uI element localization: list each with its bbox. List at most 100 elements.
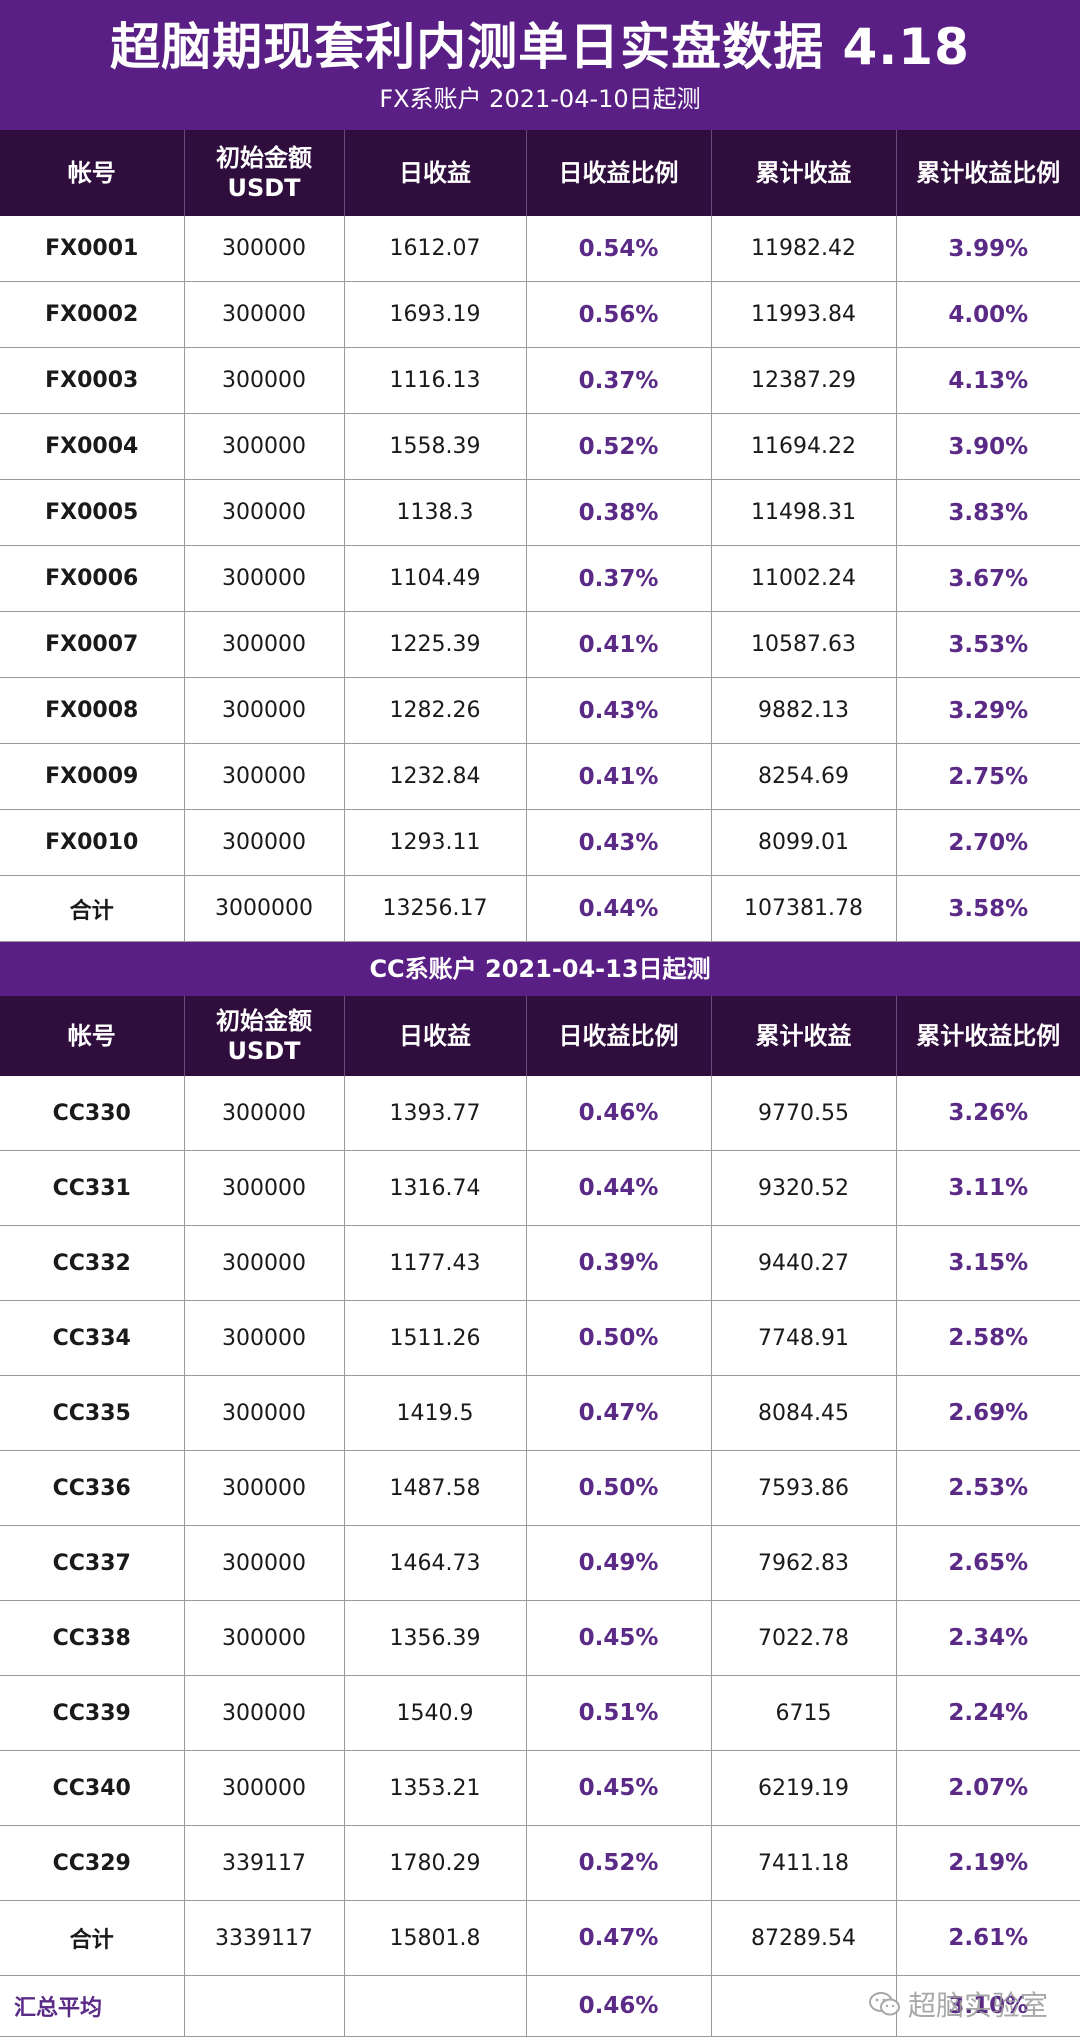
cell-cumulative-ratio: 2.69% <box>896 1375 1080 1451</box>
cell-cumulative-profit: 11498.31 <box>711 479 897 546</box>
column-header-initial-amount-text: 初始金额 USDT <box>216 144 312 202</box>
cell-initial-amount: 300000 <box>184 347 345 414</box>
table-row: FX0004 300000 1558.39 0.52% 11694.22 3.90% <box>0 413 1080 480</box>
table-row: CC331 300000 1316.74 0.44% 9320.52 3.11% <box>0 1150 1080 1226</box>
cell-daily-profit: 1419.5 <box>344 1375 527 1451</box>
cell-account: FX0007 <box>0 611 185 678</box>
cell-initial-amount: 300000 <box>184 281 345 348</box>
cell-cumulative-profit: 107381.78 <box>711 875 897 942</box>
cell-daily-ratio: 0.46% <box>526 1076 712 1151</box>
cell-account: FX0006 <box>0 545 185 612</box>
cell-initial-amount: 300000 <box>184 1375 345 1451</box>
cell-cumulative-profit: 7022.78 <box>711 1600 897 1676</box>
cell-cumulative-ratio: 3.99% <box>896 216 1080 282</box>
table-row: CC334 300000 1511.26 0.50% 7748.91 2.58% <box>0 1300 1080 1376</box>
cell-cumulative-ratio: 3.67% <box>896 545 1080 612</box>
summary-label: 汇总平均 <box>0 1975 185 2037</box>
cell-account: CC336 <box>0 1450 185 1526</box>
cell-daily-profit: 1558.39 <box>344 413 527 480</box>
table-row: CC339 300000 1540.9 0.51% 6715 2.24% <box>0 1675 1080 1751</box>
cell-daily-profit: 1104.49 <box>344 545 527 612</box>
cell-account: 合计 <box>0 875 185 942</box>
watermark: 超脑实验室 <box>868 1984 1048 2024</box>
cell-account: FX0005 <box>0 479 185 546</box>
cell-cumulative-ratio: 3.58% <box>896 875 1080 942</box>
cell-cumulative-ratio: 3.11% <box>896 1150 1080 1226</box>
cell-cumulative-ratio: 3.83% <box>896 479 1080 546</box>
cell-daily-profit: 1353.21 <box>344 1750 527 1826</box>
table-row: CC330 300000 1393.77 0.46% 9770.55 3.26% <box>0 1076 1080 1151</box>
cell-cumulative-ratio: 2.34% <box>896 1600 1080 1676</box>
cell-cumulative-ratio: 4.13% <box>896 347 1080 414</box>
cell-cumulative-profit: 11982.42 <box>711 216 897 282</box>
cell-cumulative-profit: 8099.01 <box>711 809 897 876</box>
cell-cumulative-profit: 7748.91 <box>711 1300 897 1376</box>
cell-cumulative-ratio: 2.58% <box>896 1300 1080 1376</box>
cell-account: FX0010 <box>0 809 185 876</box>
cell-daily-profit: 1116.13 <box>344 347 527 414</box>
cell-initial-amount: 300000 <box>184 479 345 546</box>
cell-daily-ratio: 0.43% <box>526 677 712 744</box>
column-header-daily-profit: 日收益 <box>344 130 527 216</box>
cell-cumulative-ratio: 2.75% <box>896 743 1080 810</box>
cell-cumulative-profit: 7411.18 <box>711 1825 897 1901</box>
cell-daily-ratio: 0.56% <box>526 281 712 348</box>
table-row: CC337 300000 1464.73 0.49% 7962.83 2.65% <box>0 1525 1080 1601</box>
fx-table-body: FX0001 300000 1612.07 0.54% 11982.42 3.99% FX0… <box>0 216 1080 942</box>
cell-initial-amount: 300000 <box>184 1750 345 1826</box>
cell-account: CC337 <box>0 1525 185 1601</box>
cell-initial-amount: 300000 <box>184 413 345 480</box>
cell-account: CC330 <box>0 1076 185 1151</box>
cell-cumulative-ratio: 2.65% <box>896 1525 1080 1601</box>
cell-cumulative-ratio: 2.70% <box>896 809 1080 876</box>
cell-cumulative-profit: 87289.54 <box>711 1900 897 1976</box>
cell-cumulative-ratio: 2.24% <box>896 1675 1080 1751</box>
table-row: FX0007 300000 1225.39 0.41% 10587.63 3.53% <box>0 611 1080 678</box>
cell-initial-amount: 300000 <box>184 1675 345 1751</box>
cell-account: FX0003 <box>0 347 185 414</box>
cell-cumulative-profit: 11694.22 <box>711 413 897 480</box>
table-row: 合计 3000000 13256.17 0.44% 107381.78 3.58% <box>0 875 1080 942</box>
cell-initial-amount: 300000 <box>184 1600 345 1676</box>
cell-initial-amount: 339117 <box>184 1825 345 1901</box>
cell-daily-ratio: 0.39% <box>526 1225 712 1301</box>
cell-cumulative-profit: 9882.13 <box>711 677 897 744</box>
cell-initial-amount: 300000 <box>184 743 345 810</box>
cell-daily-profit: 1282.26 <box>344 677 527 744</box>
column-header-daily-ratio: 日收益比例 <box>526 996 712 1076</box>
cell-cumulative-ratio: 2.61% <box>896 1900 1080 1976</box>
wechat-logo-icon <box>868 1992 900 2016</box>
cell-daily-profit: 1780.29 <box>344 1825 527 1901</box>
cell-cumulative-ratio: 2.53% <box>896 1450 1080 1526</box>
cell-cumulative-ratio: 2.19% <box>896 1825 1080 1901</box>
column-header-cumulative-profit: 累计收益 <box>711 996 897 1076</box>
cell-cumulative-ratio: 3.29% <box>896 677 1080 744</box>
cc-header-row: 帐号 初始金额 USDT 日收益 日收益比例 累计收益 累计收益比例 <box>0 996 1080 1076</box>
cell-cumulative-profit: 9320.52 <box>711 1150 897 1226</box>
cell-daily-profit: 1393.77 <box>344 1076 527 1151</box>
cell-initial-amount: 300000 <box>184 677 345 744</box>
page-title: 超脑期现套利内测单日实盘数据 4.18 <box>110 18 970 76</box>
cell-account: FX0008 <box>0 677 185 744</box>
cell-account: CC332 <box>0 1225 185 1301</box>
table-row: FX0006 300000 1104.49 0.37% 11002.24 3.67% <box>0 545 1080 612</box>
table-row: FX0009 300000 1232.84 0.41% 8254.69 2.75% <box>0 743 1080 810</box>
table-row: CC336 300000 1487.58 0.50% 7593.86 2.53% <box>0 1450 1080 1526</box>
column-header-daily-profit: 日收益 <box>344 996 527 1076</box>
cell-daily-ratio: 0.52% <box>526 413 712 480</box>
table-row: CC335 300000 1419.5 0.47% 8084.45 2.69% <box>0 1375 1080 1451</box>
page-header: 超脑期现套利内测单日实盘数据 4.18 FX系账户 2021-04-10日起测 <box>0 0 1080 130</box>
fx-header-row: 帐号 初始金额 USDT 日收益 日收益比例 累计收益 累计收益比例 <box>0 130 1080 216</box>
watermark-text: 超脑实验室 <box>907 1989 1048 2022</box>
cell-cumulative-profit: 11993.84 <box>711 281 897 348</box>
cell-cumulative-profit: 6219.19 <box>711 1750 897 1826</box>
cell-cumulative-ratio: 4.00% <box>896 281 1080 348</box>
table-row: FX0002 300000 1693.19 0.56% 11993.84 4.00% <box>0 281 1080 348</box>
cell-cumulative-profit: 12387.29 <box>711 347 897 414</box>
summary-daily-ratio: 0.46% <box>526 1975 712 2037</box>
cell-daily-ratio: 0.45% <box>526 1750 712 1826</box>
cell-cumulative-profit: 11002.24 <box>711 545 897 612</box>
cell-daily-ratio: 0.41% <box>526 611 712 678</box>
cell-cumulative-profit: 7962.83 <box>711 1525 897 1601</box>
cell-initial-amount: 300000 <box>184 1150 345 1226</box>
